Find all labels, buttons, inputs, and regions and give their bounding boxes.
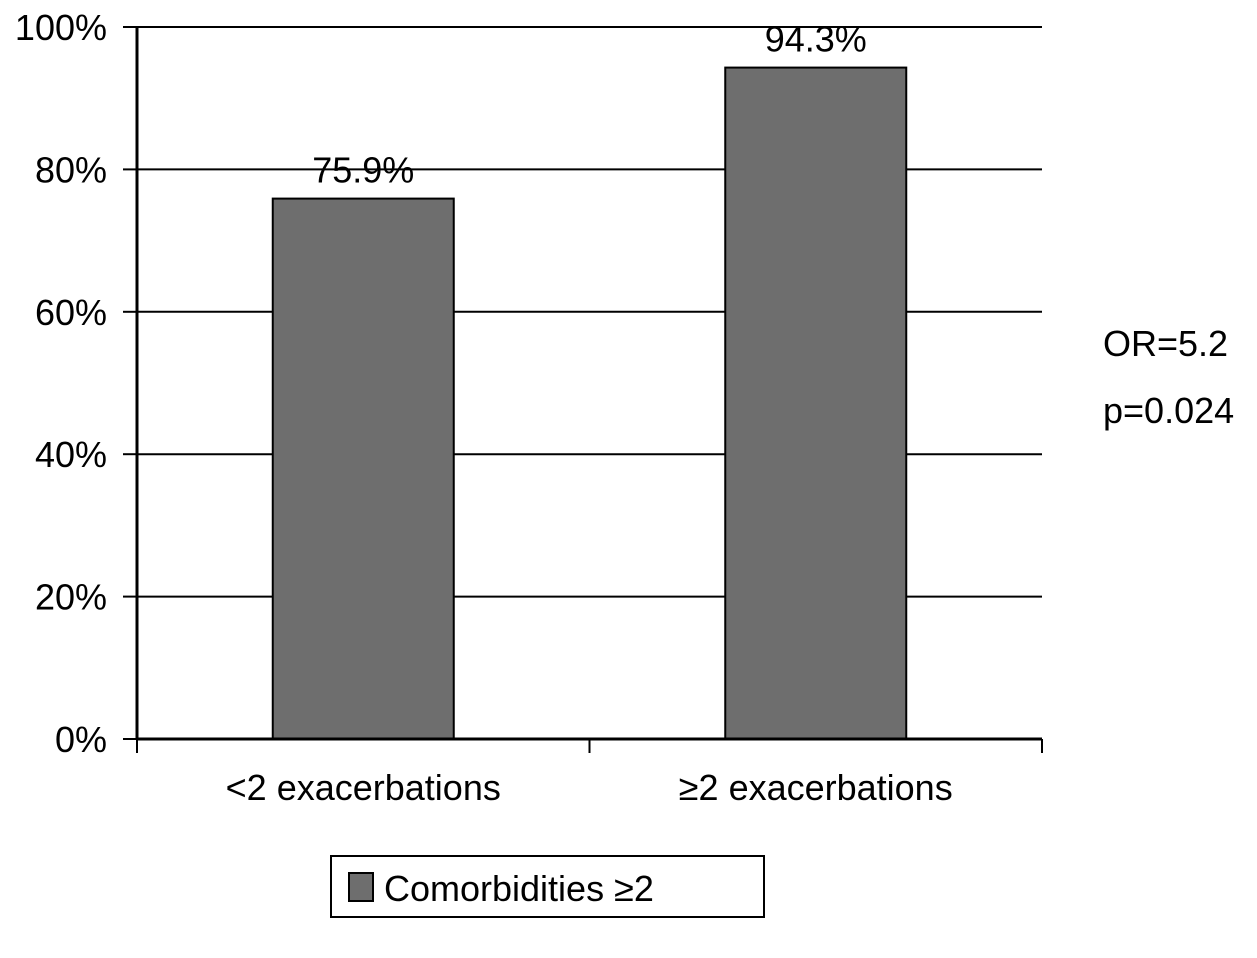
odds-ratio-annotation: OR=5.2 [1103, 323, 1228, 364]
legend-swatch [348, 872, 374, 902]
x-axis-categories: <2 exacerbations ≥2 exacerbations [136, 739, 1043, 808]
bar [724, 66, 908, 741]
legend: Comorbidities ≥2 [330, 855, 765, 918]
data-label: 94.3% [765, 19, 867, 60]
y-tick-label: 40% [35, 434, 107, 475]
data-labels: 75.9% 94.3% [312, 19, 867, 191]
p-value-annotation: p=0.024 [1103, 390, 1234, 431]
y-tick-label: 0% [55, 719, 107, 760]
legend-label: Comorbidities ≥2 [384, 868, 654, 909]
y-tick-label: 80% [35, 149, 107, 190]
y-axis-ticks: 0% 20% 40% 60% 80% 100% [15, 7, 137, 760]
y-tick-label: 20% [35, 577, 107, 618]
bar [271, 197, 455, 741]
x-category-label: <2 exacerbations [226, 767, 501, 808]
legend-box [330, 855, 765, 918]
y-tick-label: 100% [15, 7, 107, 48]
x-category-label: ≥2 exacerbations [679, 767, 953, 808]
y-tick-label: 60% [35, 292, 107, 333]
bar-series [271, 66, 908, 741]
data-label: 75.9% [312, 150, 414, 191]
